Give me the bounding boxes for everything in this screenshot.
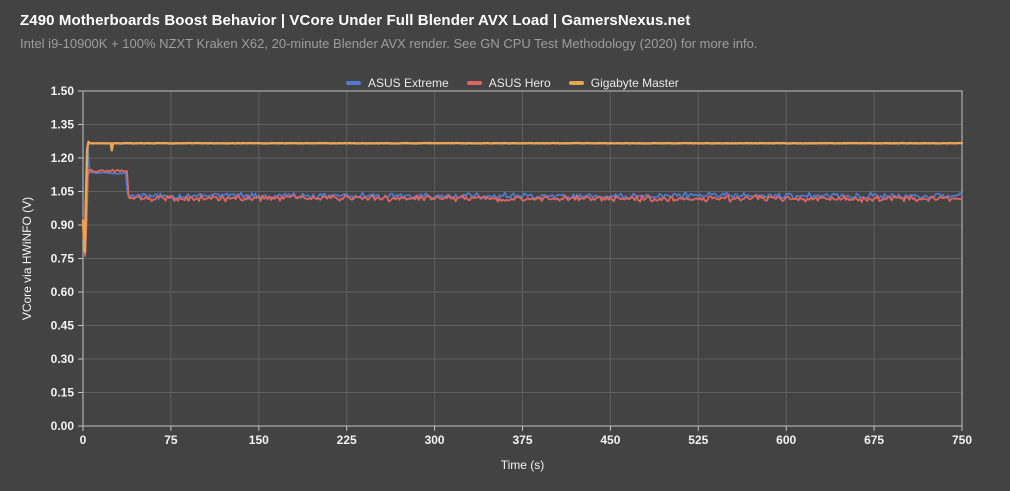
y-tick-label: 1.20 — [51, 151, 75, 165]
legend-item-asus-hero: ASUS Hero — [466, 76, 551, 90]
legend-swatch-icon — [346, 81, 361, 85]
x-tick-label: 0 — [80, 433, 87, 447]
y-tick-label: 0.30 — [51, 352, 75, 366]
legend-swatch-icon — [568, 81, 584, 85]
y-tick-label: 1.05 — [51, 185, 75, 199]
legend-label: ASUS Extreme — [368, 76, 449, 90]
x-tick-label: 375 — [512, 433, 532, 447]
legend-item-gigabyte-master: Gigabyte Master — [568, 76, 679, 90]
y-axis-title: VCore via HWiNFO (V) — [20, 197, 34, 320]
series-line-gigabyte-master — [81, 140, 964, 253]
series-line-asus-extreme — [82, 146, 963, 249]
y-tick-label: 1.35 — [51, 118, 75, 132]
chart-subtitle: Intel i9-10900K + 100% NZXT Kraken X62, … — [20, 36, 758, 51]
chart-legend: ASUS Extreme ASUS Hero Gigabyte Master — [346, 75, 679, 91]
y-tick-label: 0.15 — [51, 386, 75, 400]
x-tick-label: 300 — [425, 433, 445, 447]
x-axis-title: Time (s) — [501, 458, 545, 472]
x-tick-label: 150 — [249, 433, 269, 447]
legend-swatch-icon — [466, 81, 482, 85]
x-tick-label: 75 — [164, 433, 178, 447]
x-tick-label: 675 — [864, 433, 884, 447]
x-tick-label: 450 — [600, 433, 620, 447]
x-tick-label: 750 — [952, 433, 972, 447]
x-tick-label: 525 — [688, 433, 708, 447]
y-tick-label: 0.60 — [51, 285, 75, 299]
series-line-asus-hero — [82, 168, 963, 257]
chart-title: Z490 Motherboards Boost Behavior | VCore… — [20, 12, 691, 29]
y-tick-label: 1.50 — [51, 84, 75, 98]
y-tick-label: 0.45 — [51, 319, 75, 333]
x-tick-label: 600 — [776, 433, 796, 447]
legend-label: ASUS Hero — [488, 76, 551, 90]
y-tick-label: 0.90 — [51, 218, 75, 232]
y-tick-label: 0.75 — [51, 252, 75, 266]
x-tick-label: 225 — [337, 433, 357, 447]
y-tick-label: 0.00 — [51, 419, 75, 433]
legend-item-asus-extreme: ASUS Extreme — [346, 76, 449, 90]
legend-label: Gigabyte Master — [590, 76, 679, 90]
